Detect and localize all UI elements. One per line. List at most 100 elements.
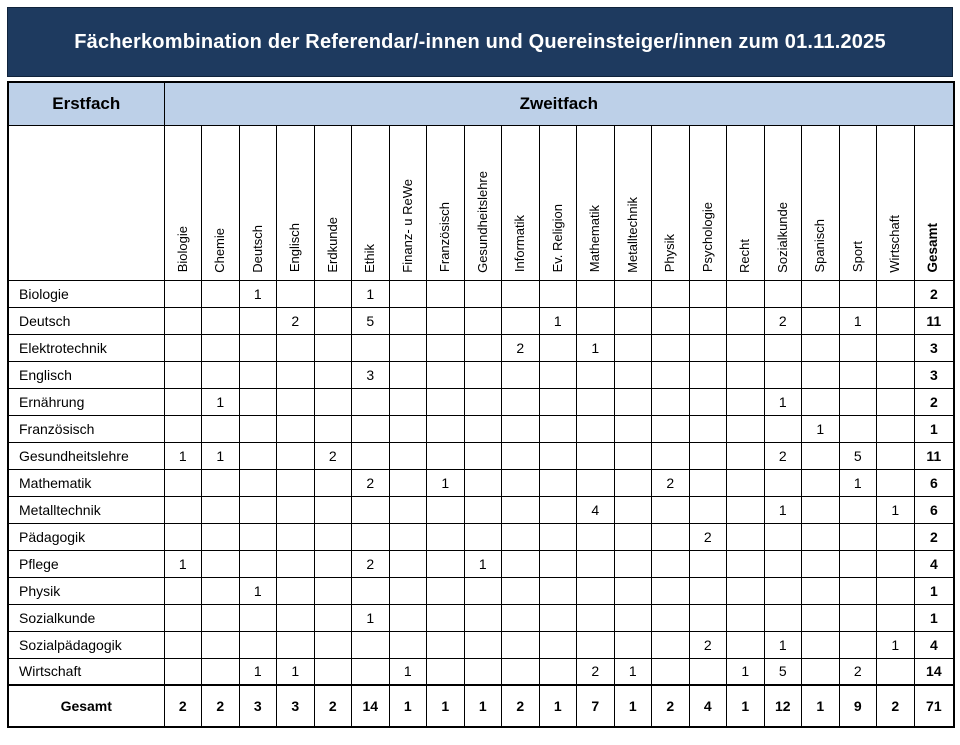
value-cell xyxy=(651,630,690,659)
value-cell xyxy=(201,468,240,497)
value-cell xyxy=(463,630,502,659)
value-cell xyxy=(688,441,727,470)
column-header-label: Spanisch xyxy=(812,219,828,273)
value-cell xyxy=(726,549,765,578)
value-cell xyxy=(838,333,877,362)
value-cell: 2 xyxy=(351,549,390,578)
value-cell xyxy=(426,549,465,578)
value-cell: 1 xyxy=(238,279,277,308)
column-header-label: Chemie xyxy=(212,227,228,273)
value-cell xyxy=(688,576,727,605)
value-cell xyxy=(876,414,915,443)
row-label: Wirtschaft xyxy=(7,657,165,686)
column-header-label: Ethik xyxy=(362,243,378,273)
value-cell xyxy=(501,387,540,416)
value-cell xyxy=(838,549,877,578)
column-total-cell: 1 xyxy=(538,684,577,728)
value-cell xyxy=(163,333,202,362)
value-cell xyxy=(538,387,577,416)
value-cell xyxy=(313,279,352,308)
value-cell xyxy=(163,279,202,308)
value-cell xyxy=(463,333,502,362)
title-banner: Fächerkombination der Referendar/-innen … xyxy=(7,7,953,77)
value-cell xyxy=(613,414,652,443)
table-row: Französisch 1 1 xyxy=(7,414,955,443)
row-label: Gesundheitslehre xyxy=(7,441,165,470)
value-cell xyxy=(651,414,690,443)
value-cell xyxy=(576,279,615,308)
row-total-cell: 6 xyxy=(913,495,955,524)
column-total-cell: 4 xyxy=(688,684,727,728)
row-total-cell: 6 xyxy=(913,468,955,497)
value-cell xyxy=(276,279,315,308)
value-cell xyxy=(351,414,390,443)
column-header-label: Wirtschaft xyxy=(887,214,903,273)
value-cell xyxy=(876,387,915,416)
value-cell xyxy=(801,468,840,497)
value-cell xyxy=(163,576,202,605)
value-cell xyxy=(801,495,840,524)
value-cell xyxy=(876,576,915,605)
value-cell xyxy=(276,441,315,470)
value-cell xyxy=(688,333,727,362)
column-header-label: Sozialkunde xyxy=(774,201,790,273)
value-cell xyxy=(163,522,202,551)
value-cell xyxy=(651,441,690,470)
value-cell xyxy=(763,468,802,497)
row-total-cell: 1 xyxy=(913,576,955,605)
value-cell xyxy=(463,414,502,443)
value-cell xyxy=(276,414,315,443)
value-cell xyxy=(313,603,352,632)
value-cell xyxy=(576,549,615,578)
column-header: Ev. Religion xyxy=(538,124,577,281)
table-row: Sozialpädagogik 2 1 1 4 xyxy=(7,630,955,659)
value-cell xyxy=(876,279,915,308)
value-cell xyxy=(388,333,427,362)
value-cell xyxy=(876,360,915,389)
column-header: Deutsch xyxy=(238,124,277,281)
value-cell xyxy=(501,603,540,632)
value-cell xyxy=(238,495,277,524)
column-header-label: Deutsch xyxy=(249,224,265,273)
value-cell xyxy=(313,387,352,416)
value-cell xyxy=(238,549,277,578)
value-cell xyxy=(613,360,652,389)
value-cell xyxy=(501,576,540,605)
value-cell: 1 xyxy=(726,657,765,686)
value-cell xyxy=(351,630,390,659)
value-cell xyxy=(463,360,502,389)
value-cell xyxy=(538,630,577,659)
table-row: Deutsch 2 5 1 2 1 11 xyxy=(7,306,955,335)
value-cell xyxy=(276,522,315,551)
column-total-cell: 7 xyxy=(576,684,615,728)
value-cell xyxy=(313,630,352,659)
value-cell xyxy=(388,387,427,416)
value-cell xyxy=(801,549,840,578)
row-label: Sozialkunde xyxy=(7,603,165,632)
value-cell xyxy=(726,360,765,389)
value-cell xyxy=(201,495,240,524)
value-cell xyxy=(388,522,427,551)
value-cell xyxy=(838,414,877,443)
value-cell: 1 xyxy=(838,468,877,497)
value-cell xyxy=(538,468,577,497)
value-cell xyxy=(388,603,427,632)
column-header-label: Recht xyxy=(737,238,753,273)
value-cell xyxy=(163,468,202,497)
column-total-cell: 2 xyxy=(501,684,540,728)
value-cell xyxy=(576,387,615,416)
value-cell xyxy=(801,441,840,470)
value-cell xyxy=(388,549,427,578)
value-cell xyxy=(351,657,390,686)
value-cell xyxy=(388,495,427,524)
value-cell xyxy=(276,360,315,389)
value-cell: 1 xyxy=(538,306,577,335)
column-header-label: Erdkunde xyxy=(324,216,340,273)
value-cell xyxy=(163,306,202,335)
value-cell xyxy=(576,360,615,389)
value-cell xyxy=(313,306,352,335)
value-cell xyxy=(313,576,352,605)
column-total-cell: 2 xyxy=(651,684,690,728)
row-label: Physik xyxy=(7,576,165,605)
value-cell xyxy=(538,495,577,524)
